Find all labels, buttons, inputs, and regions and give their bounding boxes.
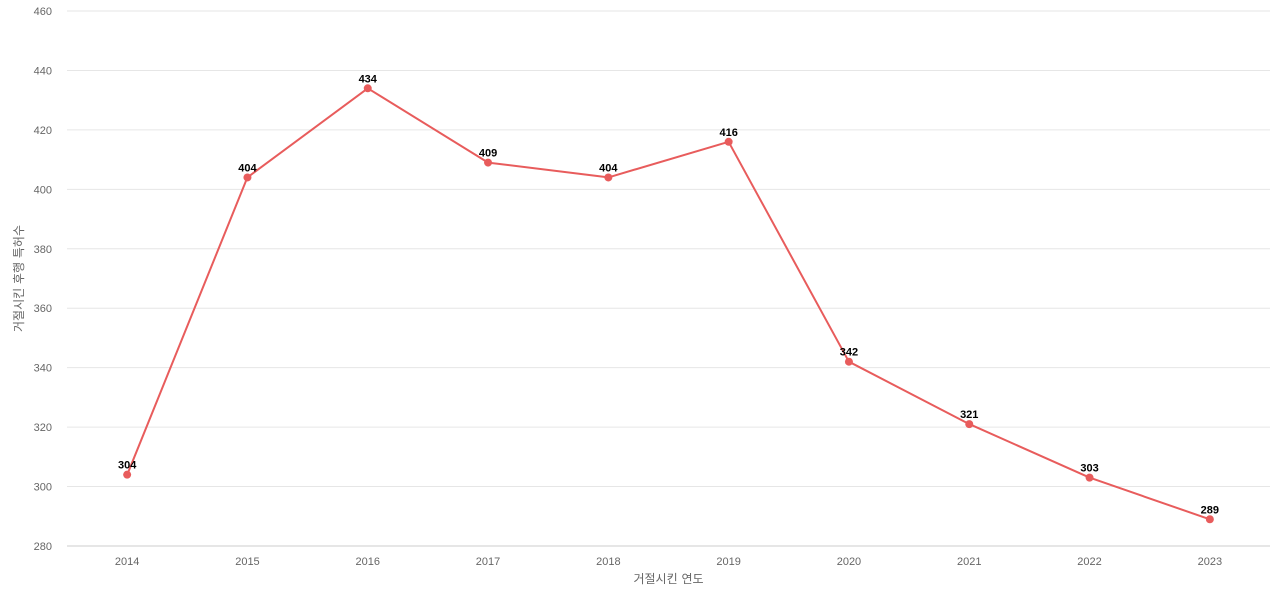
data-point[interactable] [604,173,613,182]
x-tick-label: 2016 [356,556,380,568]
data-label: 303 [1080,463,1098,475]
y-tick-label: 380 [34,244,52,256]
data-point[interactable] [484,158,493,167]
series-line [126,87,1211,521]
data-point[interactable] [844,357,853,366]
x-tick-label: 2015 [235,556,259,568]
data-label: 342 [840,347,858,359]
x-tick-label: 2014 [115,556,139,568]
grid-lines [67,10,1270,488]
x-tick-label: 2021 [957,556,981,568]
x-tick-label: 2023 [1198,556,1222,568]
data-label: 416 [719,127,737,139]
data-label: 289 [1201,504,1219,516]
y-axis-title: 거절시킨 후행 특허수 [11,225,26,332]
data-label: 434 [359,73,378,85]
x-tick-label: 2022 [1077,556,1101,568]
y-tick-label: 400 [34,184,52,196]
data-point[interactable] [1085,473,1094,482]
data-labels: 304 404 434 409 404 416 342 321 303 289 [118,73,1219,516]
y-tick-label: 360 [34,303,52,315]
x-tick-label: 2018 [596,556,620,568]
x-tick-label: 2017 [476,556,500,568]
data-point[interactable] [1205,515,1214,524]
data-point[interactable] [363,84,372,93]
data-label: 404 [238,162,257,174]
y-tick-label: 460 [34,6,52,18]
x-tick-labels: 2014 2015 2016 2017 2018 2019 2020 2021 2022 2023 [115,556,1222,568]
data-label: 404 [599,162,618,174]
data-point[interactable] [965,420,974,429]
x-tick-label: 2019 [716,556,740,568]
y-tick-label: 280 [34,541,52,553]
data-label: 304 [118,460,137,472]
data-point[interactable] [724,137,733,146]
data-label: 409 [479,148,497,160]
data-label: 321 [960,409,978,421]
data-point[interactable] [243,173,252,182]
y-tick-label: 340 [34,363,52,375]
x-axis-title: 거절시킨 연도 [633,572,703,586]
y-tick-label: 420 [34,125,52,137]
y-tick-label: 320 [34,422,52,434]
y-tick-label: 440 [34,65,52,77]
y-tick-labels: 280 300 320 340 360 380 400 420 440 460 [34,6,52,553]
y-tick-label: 300 [34,482,52,494]
x-tick-label: 2020 [837,556,861,568]
data-point[interactable] [123,470,132,479]
series-layer [123,84,1214,524]
